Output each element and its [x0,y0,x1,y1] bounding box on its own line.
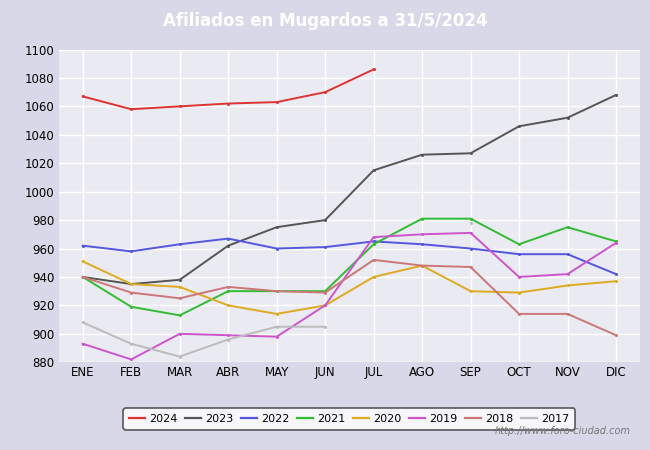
Text: Afiliados en Mugardos a 31/5/2024: Afiliados en Mugardos a 31/5/2024 [162,12,488,31]
Text: http://www.foro-ciudad.com: http://www.foro-ciudad.com [495,427,630,436]
Legend: 2024, 2023, 2022, 2021, 2020, 2019, 2018, 2017: 2024, 2023, 2022, 2021, 2020, 2019, 2018… [124,409,575,430]
